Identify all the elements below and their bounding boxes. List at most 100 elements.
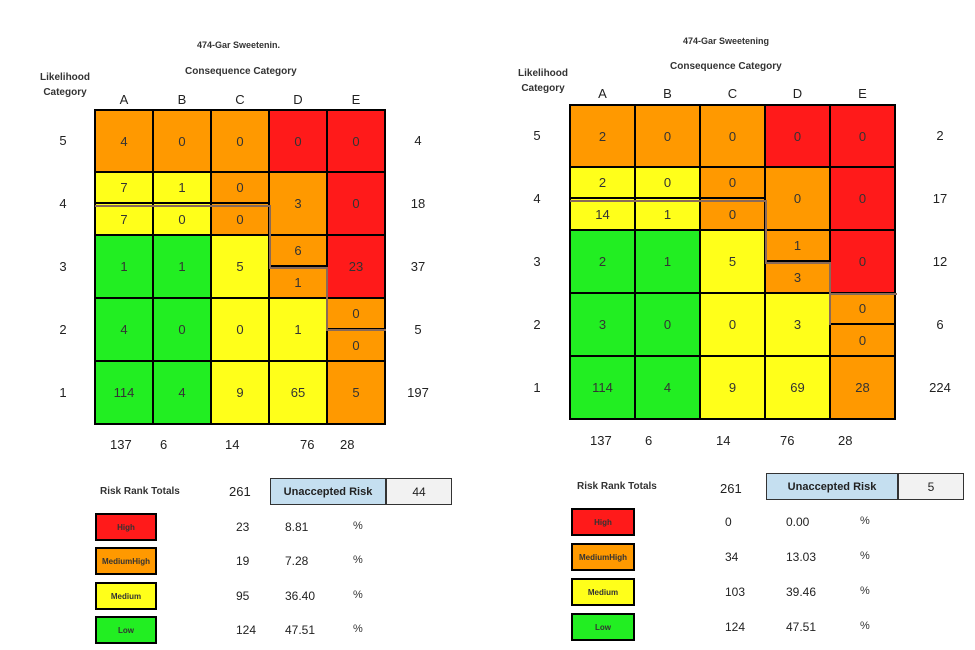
legend-unit: % xyxy=(353,554,363,566)
risk-rank-label: Risk Rank Totals xyxy=(577,481,657,492)
matrix-cell: 3 xyxy=(766,262,829,292)
row-axis-label-line: Category xyxy=(43,87,87,98)
column-letter: E xyxy=(858,86,867,101)
column-letter: C xyxy=(727,86,738,101)
matrix-cell: 0 xyxy=(154,111,210,171)
matrix-cell: 6 xyxy=(270,236,326,265)
matrix-cell: 0 xyxy=(701,199,764,229)
matrix-cell: 0 xyxy=(328,299,384,328)
matrix-cell: 2 xyxy=(571,231,634,292)
column-letter: D xyxy=(792,86,803,101)
matrix-cell: 9 xyxy=(212,362,268,423)
unaccepted-risk-label: Unaccepted Risk xyxy=(766,473,898,500)
legend-percent: 36.40 xyxy=(285,589,316,603)
row-total: 4 xyxy=(414,133,422,148)
legend-count: 0 xyxy=(725,515,732,529)
matrix-cell: 0 xyxy=(328,173,384,234)
legend-count: 124 xyxy=(725,620,746,634)
risk-boundary-line xyxy=(326,329,386,331)
legend-swatch: High xyxy=(571,508,635,536)
unaccepted-risk-label: Unaccepted Risk xyxy=(270,478,386,505)
row-number: 3 xyxy=(533,253,541,269)
risk-boundary-line xyxy=(829,293,897,295)
row-total: 37 xyxy=(410,258,426,274)
column-total: 14 xyxy=(225,437,240,452)
legend-percent: 47.51 xyxy=(285,623,316,637)
matrix-cell: 0 xyxy=(701,168,764,197)
legend-percent: 7.28 xyxy=(285,554,309,568)
legend-swatch: MediumHigh xyxy=(95,547,157,575)
legend-count: 19 xyxy=(236,554,250,568)
legend-percent: 8.81 xyxy=(285,520,309,534)
column-total: 76 xyxy=(780,433,795,448)
matrix-cell: 0 xyxy=(270,111,326,171)
matrix-cell: 0 xyxy=(766,168,829,229)
column-total: 6 xyxy=(645,433,653,448)
legend-unit: % xyxy=(860,620,870,632)
matrix-cell: 69 xyxy=(766,357,829,418)
matrix-cell: 14 xyxy=(571,199,634,229)
row-total: 18 xyxy=(410,195,426,211)
matrix-cell: 114 xyxy=(571,357,634,418)
legend-swatch: Low xyxy=(571,613,635,641)
risk-boundary-line xyxy=(269,267,327,269)
legend-unit: % xyxy=(860,585,870,597)
legend-swatch: Low xyxy=(95,616,157,644)
row-total: 5 xyxy=(414,321,422,337)
matrix-cell: 0 xyxy=(154,299,210,360)
column-total: 76 xyxy=(300,437,315,452)
column-total: 28 xyxy=(838,433,853,448)
matrix-cell: 5 xyxy=(212,236,268,297)
unaccepted-risk-value: 5 xyxy=(898,473,964,500)
row-total: 224 xyxy=(929,379,951,395)
legend-count: 103 xyxy=(725,585,746,599)
legend-percent: 13.03 xyxy=(786,550,817,564)
row-total: 2 xyxy=(936,128,944,143)
column-total: 6 xyxy=(160,437,168,452)
matrix-cell: 7 xyxy=(96,173,152,202)
matrix-cell: 0 xyxy=(636,106,699,166)
matrix-cell: 4 xyxy=(96,299,152,360)
risk-grid: 4 0 0 0 0 7 7 1 0 0 0 3 0 1 1 5 6 1 23 4 0 0 1 0 0 114 4 9 65 5 xyxy=(94,109,386,425)
row-number: 1 xyxy=(59,384,67,400)
row-total: 197 xyxy=(407,384,429,400)
column-letter: A xyxy=(119,92,129,107)
matrix-cell: 0 xyxy=(328,330,384,360)
matrix-cell: 3 xyxy=(571,294,634,355)
matrix-cell: 0 xyxy=(831,106,894,166)
unaccepted-risk-value: 44 xyxy=(386,478,452,505)
column-total: 137 xyxy=(590,433,612,448)
row-number: 4 xyxy=(533,190,541,206)
matrix-cell: 0 xyxy=(212,111,268,171)
row-number: 2 xyxy=(533,316,541,332)
legend-swatch: High xyxy=(95,513,157,541)
column-letter: D xyxy=(293,92,303,107)
matrix-cell: 0 xyxy=(831,325,894,355)
risk-boundary-line xyxy=(765,262,830,264)
matrix-cell: 2 xyxy=(571,168,634,197)
column-letter: E xyxy=(351,92,361,107)
matrix-cell: 5 xyxy=(328,362,384,423)
legend-count: 34 xyxy=(725,550,739,564)
matrix-cell: 0 xyxy=(636,294,699,355)
matrix-cell: 0 xyxy=(701,294,764,355)
legend-count: 124 xyxy=(236,623,257,637)
risk-boundary-line xyxy=(95,205,270,207)
matrix-cell: 4 xyxy=(636,357,699,418)
row-number: 3 xyxy=(59,258,67,274)
matrix-cell: 0 xyxy=(831,231,894,292)
legend-unit: % xyxy=(353,520,363,532)
matrix-cell: 3 xyxy=(270,173,326,234)
matrix-cell: 1 xyxy=(766,231,829,260)
matrix-cell: 1 xyxy=(636,231,699,292)
legend-unit: % xyxy=(860,550,870,562)
row-axis-label-line: Likelihood xyxy=(40,72,90,83)
column-letter: B xyxy=(663,86,672,101)
risk-boundary-line xyxy=(269,205,271,268)
matrix-cell: 4 xyxy=(154,362,210,423)
matrix-cell: 0 xyxy=(212,173,268,202)
row-number: 2 xyxy=(59,321,67,337)
row-number: 5 xyxy=(59,133,67,148)
